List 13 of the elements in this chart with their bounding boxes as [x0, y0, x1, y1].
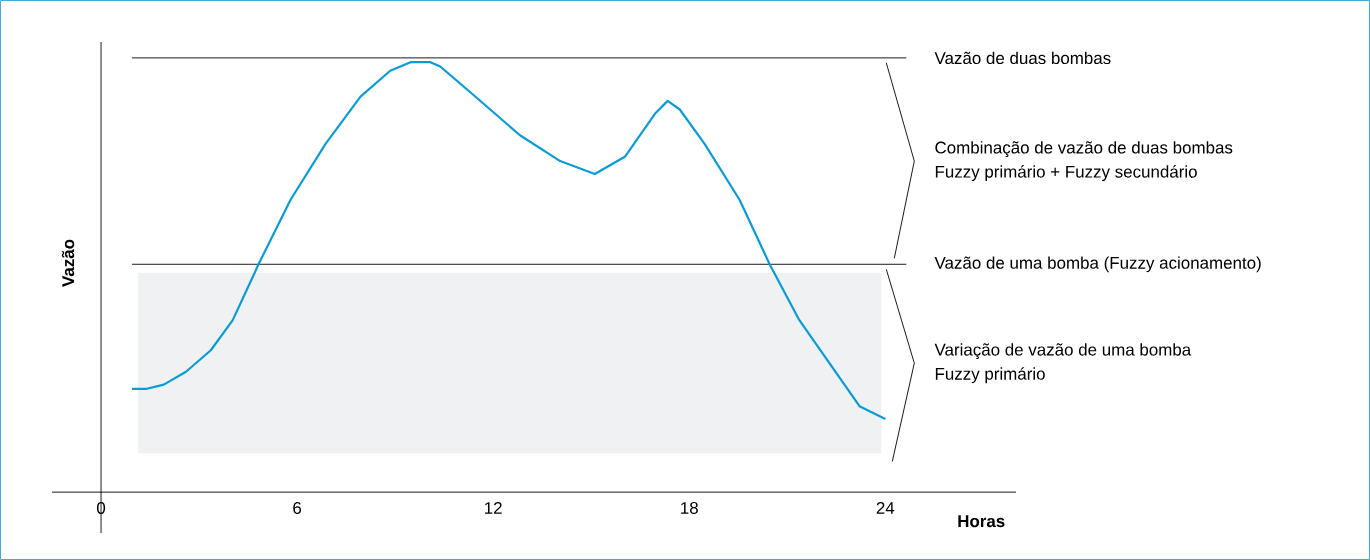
x-tick-label: 6	[293, 501, 302, 514]
x-tick-label: 18	[681, 501, 698, 514]
y-axis-title: Vazão	[61, 239, 75, 287]
x-tick-label: 24	[876, 501, 895, 514]
ref-line-label: Vazão de uma bomba (Fuzzy acionamento)	[934, 256, 1261, 273]
x-tick-label: 0	[96, 501, 106, 514]
annotation: Fuzzy primário + Fuzzy secundário	[935, 165, 1197, 182]
annotation: Combinação de vazão de duas bombas	[935, 141, 1233, 158]
x-tick-label: 12	[485, 501, 502, 514]
annotation: Fuzzy primário	[935, 367, 1045, 384]
ref-line-label: Vazão de duas bombas	[934, 51, 1111, 65]
x-axis-title: Horas	[958, 515, 1005, 528]
annotation: Variação de vazão de uma bomba	[934, 343, 1192, 360]
